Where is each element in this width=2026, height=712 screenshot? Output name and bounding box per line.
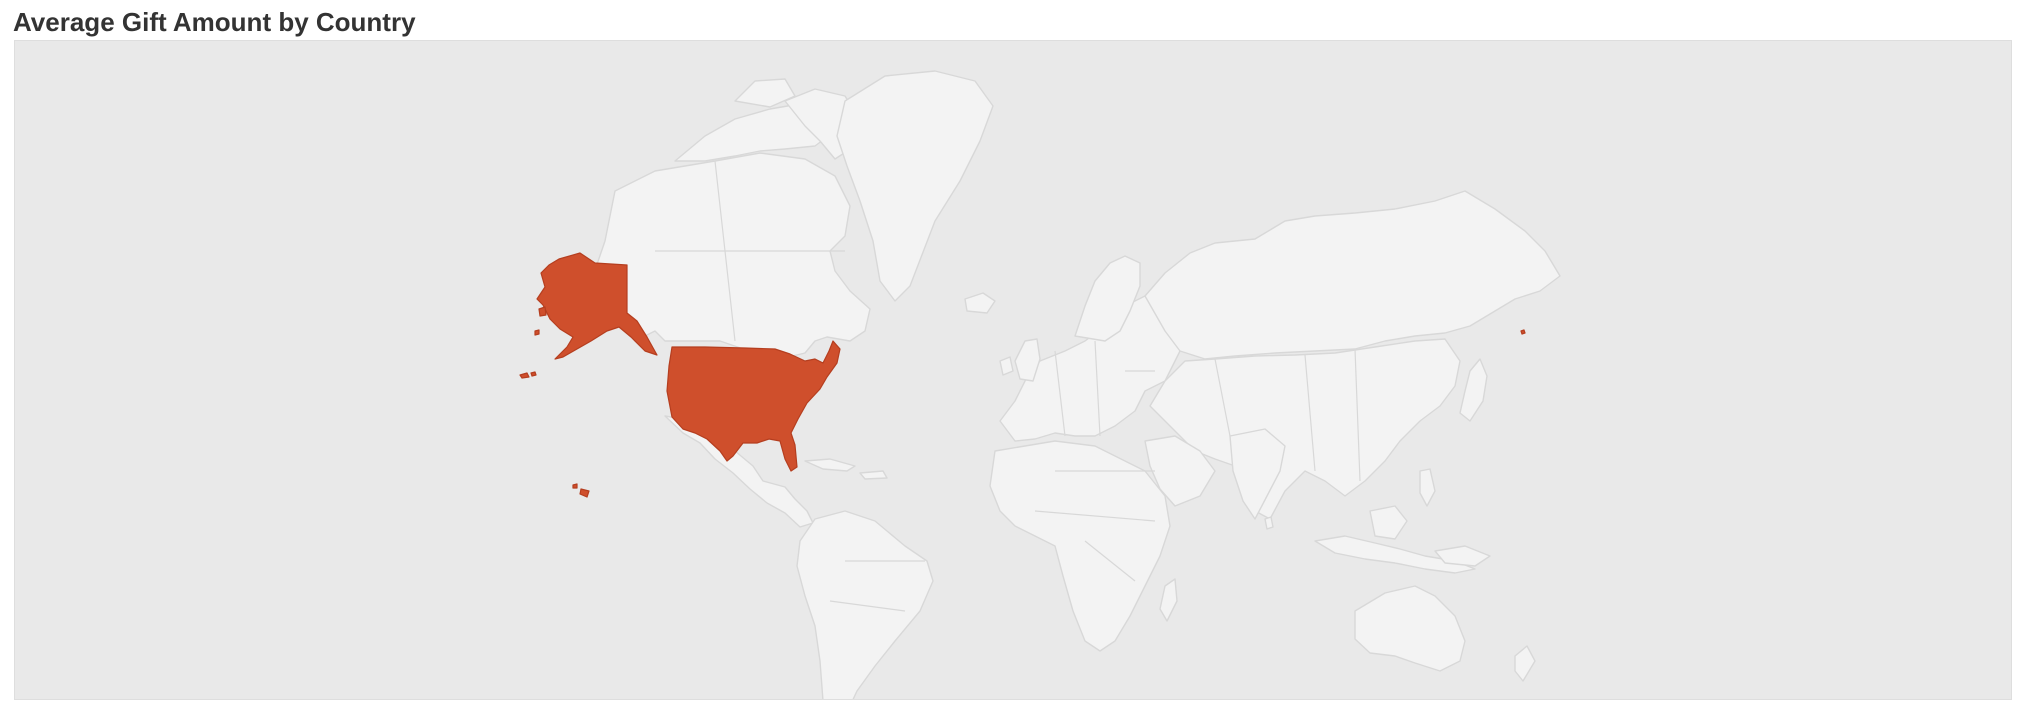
region-cuba[interactable] (804, 458, 856, 472)
region-attu-island[interactable] (1520, 329, 1526, 335)
world-map[interactable] (14, 40, 2012, 700)
region-new-zealand[interactable] (1514, 645, 1536, 682)
region-arabia[interactable] (1144, 435, 1216, 507)
region-indonesia[interactable] (1314, 535, 1476, 574)
region-india[interactable] (1229, 428, 1286, 520)
region-borneo[interactable] (1369, 505, 1408, 540)
region-iceland[interactable] (964, 292, 996, 314)
region-madagascar[interactable] (1159, 578, 1178, 622)
region-aleutians[interactable] (519, 371, 537, 379)
region-philippines[interactable] (1419, 468, 1436, 507)
region-greenland[interactable] (836, 70, 994, 302)
region-hispaniola[interactable] (859, 470, 888, 480)
region-russia[interactable] (1144, 190, 1561, 360)
region-africa[interactable] (989, 440, 1171, 652)
region-scandinavia[interactable] (1074, 255, 1141, 342)
region-asia[interactable] (1149, 338, 1461, 520)
world-map-svg (519, 70, 1561, 700)
region-australia[interactable] (1354, 585, 1466, 672)
region-sri-lanka[interactable] (1264, 516, 1274, 530)
region-alaska[interactable] (536, 252, 658, 360)
border-lines (655, 160, 1361, 612)
region-united-states[interactable] (666, 340, 841, 472)
region-new-guinea[interactable] (1434, 545, 1491, 567)
region-ireland[interactable] (999, 356, 1014, 376)
region-alaska-islands[interactable] (534, 306, 547, 336)
region-south-america[interactable] (796, 510, 934, 700)
region-hawaii[interactable] (572, 483, 590, 498)
chart-title: Average Gift Amount by Country (13, 7, 416, 37)
region-ellesmere[interactable] (734, 78, 796, 108)
region-japan[interactable] (1459, 358, 1488, 422)
region-uk[interactable] (1014, 338, 1041, 382)
